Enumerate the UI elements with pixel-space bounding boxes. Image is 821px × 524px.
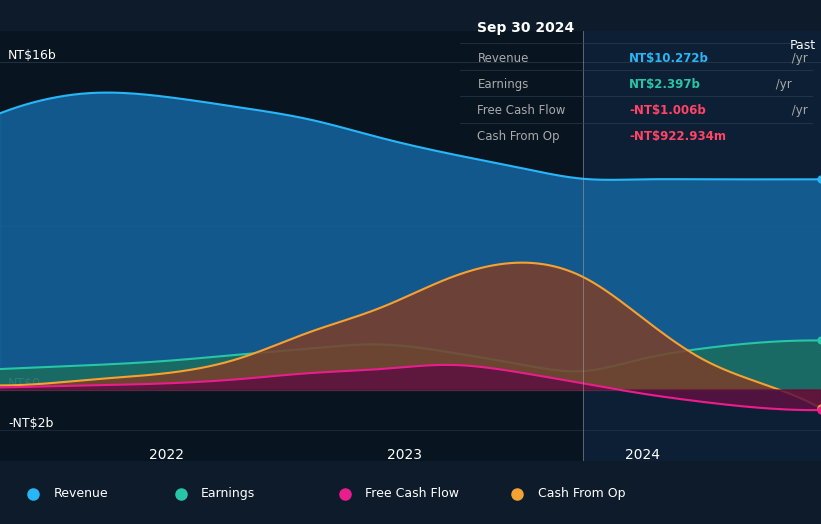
Text: Revenue: Revenue xyxy=(53,487,108,500)
Text: NT$2.397b: NT$2.397b xyxy=(629,79,701,91)
Text: NT$16b: NT$16b xyxy=(8,49,57,62)
Text: /yr: /yr xyxy=(788,104,808,117)
Text: NT$0: NT$0 xyxy=(8,377,41,389)
Text: 2023: 2023 xyxy=(387,448,422,462)
Text: 2022: 2022 xyxy=(149,448,184,462)
Text: Revenue: Revenue xyxy=(478,52,529,65)
Text: Cash From Op: Cash From Op xyxy=(478,130,560,143)
Text: Past: Past xyxy=(790,39,816,52)
Text: -NT$2b: -NT$2b xyxy=(8,418,53,430)
Text: Sep 30 2024: Sep 30 2024 xyxy=(478,21,575,35)
Bar xyxy=(0,31,583,461)
Text: /yr: /yr xyxy=(773,79,792,91)
Text: NT$10.272b: NT$10.272b xyxy=(629,52,709,65)
Text: /yr: /yr xyxy=(788,52,808,65)
Text: /yr: /yr xyxy=(820,130,821,143)
Bar xyxy=(583,31,821,461)
Text: Cash From Op: Cash From Op xyxy=(538,487,626,500)
Text: Earnings: Earnings xyxy=(201,487,255,500)
Text: Earnings: Earnings xyxy=(478,79,529,91)
Text: -NT$1.006b: -NT$1.006b xyxy=(629,104,706,117)
Text: 2024: 2024 xyxy=(625,448,660,462)
Text: Free Cash Flow: Free Cash Flow xyxy=(365,487,459,500)
Text: Free Cash Flow: Free Cash Flow xyxy=(478,104,566,117)
Text: -NT$922.934m: -NT$922.934m xyxy=(629,130,727,143)
